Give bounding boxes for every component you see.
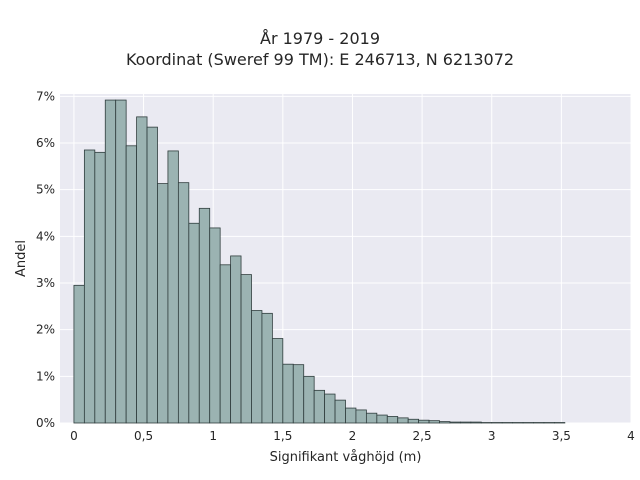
histogram-bar [282,363,294,424]
histogram-bar [271,338,284,424]
histogram-bar [355,409,367,424]
y-tick-label: 1% [36,369,55,383]
x-tick-label: 2,5 [413,429,432,443]
x-tick-label: 1 [209,429,217,443]
histogram-bar [219,264,232,424]
histogram-bar [428,420,440,424]
x-tick-label: 0,5 [134,429,153,443]
histogram-bar [125,145,137,424]
histogram-bar [157,183,169,424]
x-tick-label: 3 [488,429,496,443]
histogram-bar [407,418,420,424]
histogram-bar [470,421,482,424]
y-tick-label: 5% [36,183,55,197]
x-tick-label: 0 [70,429,78,443]
histogram-bar [167,150,179,424]
y-tick-label: 2% [36,323,55,337]
x-tick-label: 4 [627,429,635,443]
histogram-bar [209,227,221,424]
histogram-bar [459,421,472,424]
histogram-bar [261,312,273,424]
x-axis-label: Signifikant våghöjd (m) [270,450,422,465]
histogram-bar [449,421,461,424]
y-tick-label: 3% [36,276,55,290]
histogram-bar [397,417,409,424]
x-tick-label: 1,5 [273,429,292,443]
histogram-bar [146,126,158,424]
histogram-bar [292,364,305,424]
y-tick-label: 7% [36,89,55,103]
histogram-bar [334,399,346,424]
histogram-bar [365,412,378,424]
histogram-bar [439,421,451,424]
y-tick-label: 4% [36,229,55,243]
histogram-bar [94,151,106,424]
histogram-bar [324,393,336,424]
histogram-bar [240,274,252,424]
histogram-bar [376,414,388,424]
x-tick-label: 2 [349,429,357,443]
chart-title-line-1: År 1979 - 2019 [260,29,380,48]
histogram-bar [177,182,190,424]
histogram-bar [73,284,85,424]
histogram-bar [386,416,399,424]
y-axis-label: Andel [14,240,29,277]
y-tick-label: 0% [36,416,55,430]
histogram-bar [230,255,242,424]
histogram-bar [313,389,326,424]
histogram-bar [188,222,200,424]
chart-title-line-2: Koordinat (Sweref 99 TM): E 246713, N 62… [125,50,515,69]
x-tick-label: 3,5 [552,429,571,443]
histogram-bar [83,149,96,424]
bars-layer [73,99,566,424]
histogram-bar [303,375,315,424]
histogram-bar [104,99,117,424]
histogram-bar [418,419,430,424]
histogram-bar [198,207,211,424]
histogram-bar [251,310,263,424]
histogram-bar [136,116,148,424]
histogram-bar [115,99,127,424]
histogram-bar [345,407,357,424]
y-tick-labels: 0% 1% 2% 3% 4% 5% 6% 7% [36,89,55,430]
y-tick-label: 6% [36,136,55,150]
x-tick-labels: 0 0,5 1 1,5 2 2,5 3 3,5 4 [70,429,635,443]
